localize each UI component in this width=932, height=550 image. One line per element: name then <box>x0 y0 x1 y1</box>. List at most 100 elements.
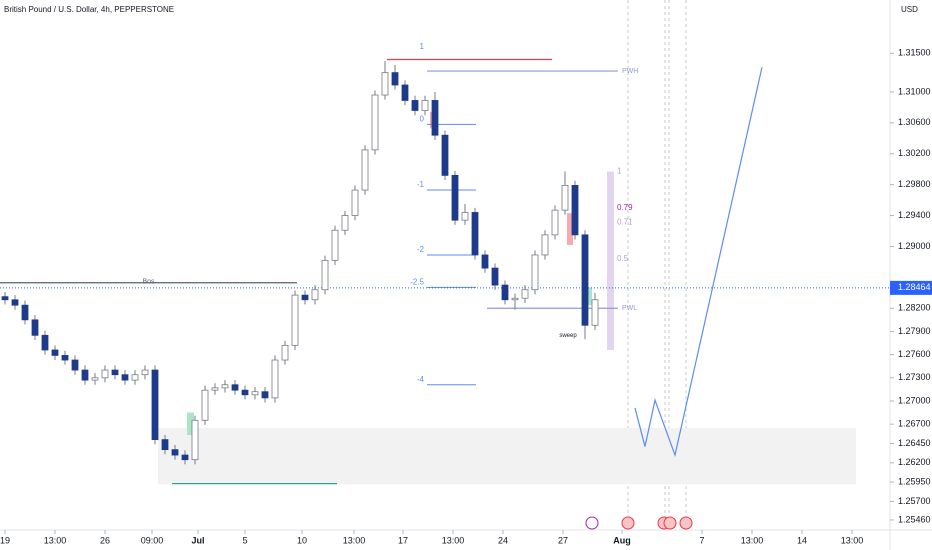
candle-body <box>341 215 349 231</box>
zone <box>158 428 856 485</box>
candle-body <box>461 212 469 221</box>
candle-body <box>31 319 39 336</box>
fib-label: 1 <box>617 167 622 176</box>
candle-body <box>231 384 239 391</box>
x-tick-label: 10 <box>297 535 307 545</box>
candle-body <box>71 359 79 371</box>
candle-body <box>581 234 589 326</box>
fib-label: -1 <box>417 180 425 189</box>
y-tick-label: 1.30600 <box>898 117 931 127</box>
x-tick-label: 19 <box>0 535 10 545</box>
x-tick-label: 13:00 <box>44 535 67 545</box>
fib-label: 0.71 <box>617 218 633 227</box>
candle-body <box>121 374 129 381</box>
y-tick-label: 1.29400 <box>898 210 931 220</box>
y-tick-label: 1.31000 <box>898 86 931 96</box>
candle-body <box>591 299 599 326</box>
candle-body <box>541 234 549 256</box>
event-icon[interactable] <box>679 516 693 530</box>
candle-body <box>151 369 159 441</box>
candle-body <box>41 334 49 351</box>
last-price-tag <box>890 280 932 295</box>
candle-body <box>431 100 439 136</box>
y-tick-label: 1.30200 <box>898 148 931 158</box>
candle-body <box>271 359 279 399</box>
fib-label: 1 <box>420 42 425 51</box>
y-tick-label: 1.25950 <box>898 476 931 486</box>
x-tick-label: 27 <box>558 535 568 545</box>
fib-label: -2 <box>417 245 425 254</box>
candle-body <box>261 391 269 399</box>
candle-body <box>391 72 399 86</box>
y-tick-label: 1.28200 <box>898 303 931 313</box>
candle-body <box>531 254 539 291</box>
x-tick-label: 5 <box>242 535 247 545</box>
candle-body <box>81 369 89 381</box>
y-tick-label: 1.26450 <box>898 438 931 448</box>
candle-body <box>91 377 99 381</box>
candle-body <box>11 299 19 306</box>
last-price-label: 1.28464 <box>898 282 931 292</box>
candle-body <box>181 454 189 461</box>
y-tick-label: 1.25460 <box>898 514 931 524</box>
candle-body <box>331 229 339 261</box>
candle-body <box>211 387 219 391</box>
candle-body <box>131 374 139 381</box>
candle-body <box>311 289 319 301</box>
candle-body <box>291 294 299 346</box>
event-icons <box>585 516 693 530</box>
candle-body <box>171 449 179 456</box>
candle-body <box>51 349 59 356</box>
fib-label: -2.5 <box>410 278 424 287</box>
y-tick-label: 1.25700 <box>898 496 931 506</box>
x-tick-label: 17 <box>398 535 408 545</box>
candle-body <box>371 94 379 151</box>
candle-body <box>201 389 209 421</box>
projection-line <box>634 67 763 458</box>
candle-body <box>1 296 9 301</box>
candle-body <box>241 389 249 396</box>
candle-body <box>381 72 389 96</box>
candle-body <box>61 354 69 361</box>
candle-body <box>111 369 119 376</box>
x-tick-label: 13:00 <box>841 535 864 545</box>
candle-body <box>471 212 479 256</box>
y-tick-label: 1.27300 <box>898 372 931 382</box>
candle-body <box>21 304 29 321</box>
x-tick-label: 7 <box>699 535 704 545</box>
candle-body <box>441 134 449 176</box>
x-tick-label: 24 <box>498 535 508 545</box>
event-icon[interactable] <box>663 516 677 530</box>
x-tick-label: 13:00 <box>442 535 465 545</box>
y-tick-label: 1.26700 <box>898 419 931 429</box>
y-tick-label: 1.29800 <box>898 179 931 189</box>
event-icon[interactable] <box>585 516 599 530</box>
candle-body <box>191 419 199 461</box>
x-tick-label: 26 <box>100 535 110 545</box>
fib-label: -4 <box>417 375 425 384</box>
candle-body <box>301 294 309 301</box>
y-tick-label: 1.29000 <box>898 241 931 251</box>
candle-body <box>411 100 419 111</box>
candle-body <box>351 189 359 216</box>
candle-body <box>281 344 289 361</box>
event-icon[interactable] <box>621 516 635 530</box>
chart-title: British Pound / U.S. Dollar, 4h, PEPPERS… <box>4 5 174 14</box>
zone <box>607 171 614 350</box>
y-tick-label: 1.27600 <box>898 349 931 359</box>
event-lines <box>627 0 687 515</box>
zone <box>187 412 194 435</box>
x-tick-label: Jul <box>191 535 204 545</box>
candle-body <box>221 384 229 389</box>
candle-body <box>501 284 509 301</box>
candle-body <box>511 297 519 301</box>
x-tick-label: 13:00 <box>343 535 366 545</box>
x-tick-label: 14 <box>797 535 807 545</box>
level-label: PWH <box>622 68 638 75</box>
y-tick-label: 1.27000 <box>898 395 931 405</box>
y-tick-label: 1.26200 <box>898 457 931 467</box>
zone <box>567 213 573 245</box>
candle-body <box>561 185 569 211</box>
level-label: Bos <box>142 279 155 286</box>
